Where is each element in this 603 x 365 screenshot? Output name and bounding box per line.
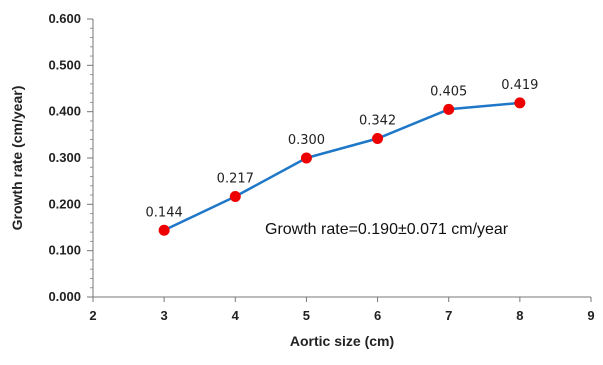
data-label: 0.419 [501, 78, 538, 93]
x-axis-ticks: 2 3 4 5 6 7 8 9 [89, 297, 595, 323]
data-point [300, 152, 312, 164]
data-point [443, 103, 455, 115]
data-label: 0.405 [430, 84, 467, 99]
y-tick-label: 0.200 [48, 196, 81, 211]
data-label: 0.300 [288, 133, 325, 148]
x-tick-label: 5 [303, 308, 310, 323]
x-tick-label: 9 [587, 308, 594, 323]
x-tick-label: 4 [232, 308, 240, 323]
x-tick-label: 8 [516, 308, 523, 323]
x-tick-label: 7 [445, 308, 452, 323]
y-axis-ticks: 0.000 0.100 0.200 0.300 0.400 0.500 0.600 [48, 11, 93, 304]
y-tick-label: 0.000 [48, 289, 81, 304]
y-axis-title: Growth rate (cm/year) [9, 86, 25, 231]
data-label: 0.144 [146, 205, 183, 220]
growth-rate-annotation: Growth rate=0.190±0.071 cm/year [265, 221, 509, 238]
series-layer: 0.144 0.217 0.300 0.342 0.405 0.419 [146, 78, 538, 236]
x-tick-label: 2 [89, 308, 96, 323]
y-tick-label: 0.300 [48, 150, 81, 165]
x-tick-label: 3 [161, 308, 168, 323]
data-point [229, 190, 241, 202]
data-label: 0.217 [217, 171, 254, 186]
data-label: 0.342 [359, 114, 396, 129]
data-point [514, 97, 526, 109]
data-point [158, 224, 170, 236]
y-tick-label: 0.500 [48, 57, 81, 72]
x-axis-title: Aortic size (cm) [290, 333, 394, 349]
y-tick-label: 0.600 [48, 11, 81, 26]
data-point [372, 133, 384, 145]
series-line [163, 101, 521, 232]
x-tick-label: 6 [374, 308, 381, 323]
y-tick-label: 0.400 [48, 104, 81, 119]
y-tick-label: 0.100 [48, 243, 81, 258]
